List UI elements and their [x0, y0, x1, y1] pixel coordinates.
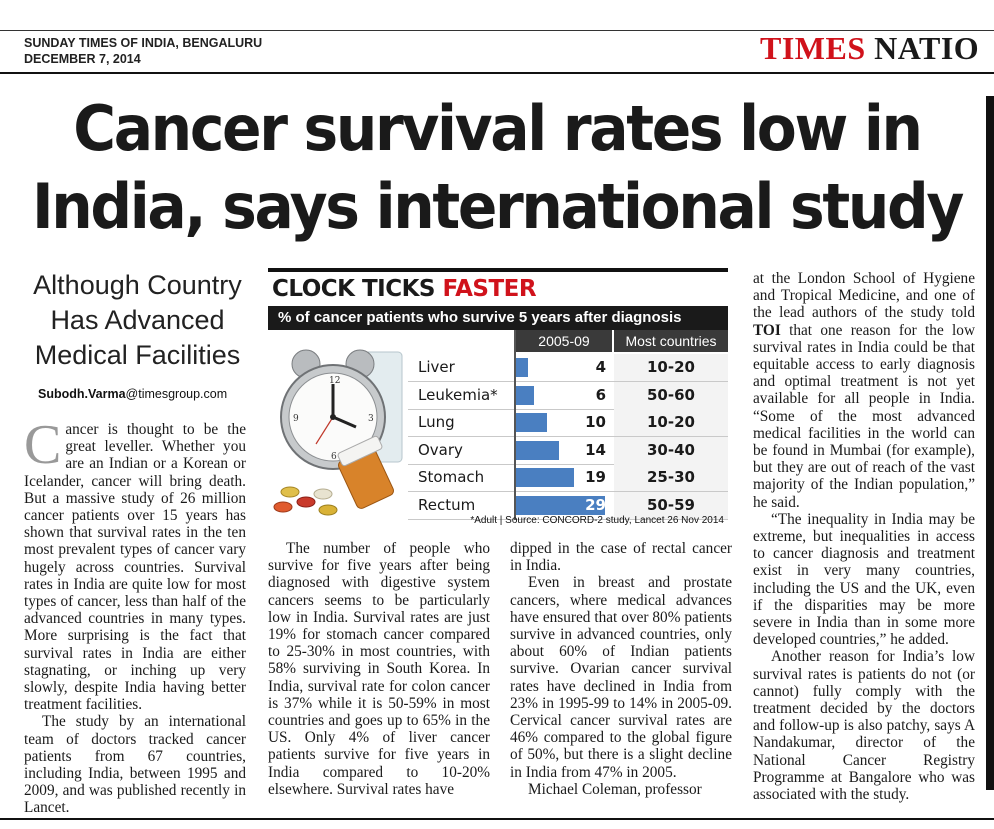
row-category-label: Stomach [418, 468, 485, 486]
top-rule [0, 30, 994, 31]
table-column-divider [514, 330, 516, 520]
table-row: Ovary 14 30-40 [408, 436, 728, 465]
most-countries-value: 10-20 [614, 354, 728, 381]
title-part-red: FASTER [442, 276, 537, 302]
article-paragraph: Michael Coleman, professor [528, 780, 702, 798]
survival-value-label: 29 [585, 495, 606, 514]
brand-times: TIMES [760, 30, 866, 66]
most-countries-value: 25-30 [614, 464, 728, 491]
svg-text:12: 12 [329, 376, 340, 386]
svg-text:6: 6 [331, 452, 337, 462]
title-part-black: CLOCK TICKS [272, 276, 443, 302]
article-paragraph: “The inequality in India may be extreme,… [753, 510, 975, 649]
article-column-4: at the London School of Hygiene and Trop… [753, 270, 975, 803]
survival-bar [516, 495, 605, 515]
paragraph-text: ancer is thought to be the great levelle… [24, 421, 246, 714]
survival-bar [516, 468, 574, 487]
table-row: Stomach 19 25-30 [408, 464, 728, 492]
masthead-rule [0, 72, 994, 74]
header-category-cell [408, 330, 514, 352]
row-category-label: Leukemia* [418, 385, 498, 404]
brand-logo: TIMES NATIO [760, 30, 979, 67]
article-column-3: dipped in the case of rectal cancer in I… [510, 540, 732, 798]
alarm-clock-pills-illustration: 12 3 6 9 [268, 332, 408, 522]
infographic-top-bar [268, 268, 728, 272]
article-paragraph: Another reason for India’s low survival … [753, 648, 975, 804]
survival-value-label: 19 [585, 468, 606, 486]
subhead-line-1: Although Country [33, 270, 242, 300]
article-paragraph: Even in breast and prostate cancers, whe… [510, 574, 732, 781]
article-paragraph: at the London School of Hygiene and Trop… [753, 270, 975, 511]
survival-value-label: 10 [585, 413, 606, 431]
source-note: *Adult | Source: CONCORD-2 study, Lancet… [470, 515, 724, 526]
edition-label: SUNDAY TIMES OF INDIA, BENGALURU [24, 36, 263, 50]
survival-value-label: 6 [595, 385, 606, 404]
table-row: Rectum 29 50-59 [408, 491, 728, 520]
subheadline: Although Country Has Advanced Medical Fa… [20, 268, 255, 373]
byline-name: Subodh.Varma [38, 387, 126, 401]
brand-nation: NATIO [874, 30, 980, 66]
most-countries-value: 50-60 [614, 381, 728, 409]
paragraph-text: at the London School of Hygiene and Trop… [753, 270, 975, 322]
byline: Subodh.Varma@timesgroup.com [38, 387, 227, 401]
headline: Cancer survival rates low in India, says… [30, 90, 964, 246]
drop-cap: C [24, 414, 62, 476]
svg-text:9: 9 [293, 414, 299, 424]
byline-domain: @timesgroup.com [125, 387, 228, 401]
headline-line-2: India, says international study [31, 170, 964, 243]
header-period: 2005-09 [516, 330, 612, 352]
row-category-label: Ovary [418, 440, 463, 459]
survival-value-label: 4 [595, 358, 606, 376]
survival-value-label: 14 [585, 440, 606, 459]
right-edge-bar [986, 96, 994, 790]
bottom-rule [0, 818, 994, 820]
infographic: CLOCK TICKS FASTER % of cancer patients … [268, 268, 728, 530]
edition-date: DECEMBER 7, 2014 [24, 52, 141, 66]
toi-abbrev: TOI [753, 321, 781, 339]
row-category-label: Lung [418, 413, 455, 431]
article-paragraph: The number of people who survive for fiv… [268, 540, 490, 798]
row-category-label: Liver [418, 358, 455, 376]
table-row: Liver 4 10-20 [408, 354, 728, 382]
table-row: Lung 10 10-20 [408, 409, 728, 437]
most-countries-value: 10-20 [614, 409, 728, 436]
survival-bar [516, 413, 547, 432]
article-paragraph: The study by an international team of do… [24, 713, 246, 817]
subhead-line-2: Has Advanced [50, 305, 225, 335]
most-countries-value: 50-59 [614, 491, 728, 519]
infographic-title: CLOCK TICKS FASTER [272, 276, 537, 302]
row-category-label: Rectum [418, 495, 476, 514]
survival-bar [516, 440, 559, 460]
article-column-2: The number of people who survive for fiv… [268, 540, 490, 798]
masthead-edition-block: SUNDAY TIMES OF INDIA, BENGALURU DECEMBE… [24, 35, 262, 67]
headline-line-1: Cancer survival rates low in [73, 92, 923, 165]
table-row: Leukemia* 6 50-60 [408, 381, 728, 410]
subhead-line-3: Medical Facilities [34, 340, 241, 370]
survival-bar [516, 385, 534, 405]
header-most-countries: Most countries [614, 330, 728, 352]
paragraph-text: that one reason for the low survival rat… [753, 321, 975, 511]
article-paragraph: dipped in the case of rectal cancer in I… [510, 540, 732, 575]
infographic-subtitle: % of cancer patients who survive 5 years… [268, 306, 728, 330]
survival-bar [516, 358, 528, 377]
svg-text:3: 3 [368, 414, 374, 424]
pills-icon [273, 486, 338, 516]
most-countries-value: 30-40 [614, 436, 728, 464]
